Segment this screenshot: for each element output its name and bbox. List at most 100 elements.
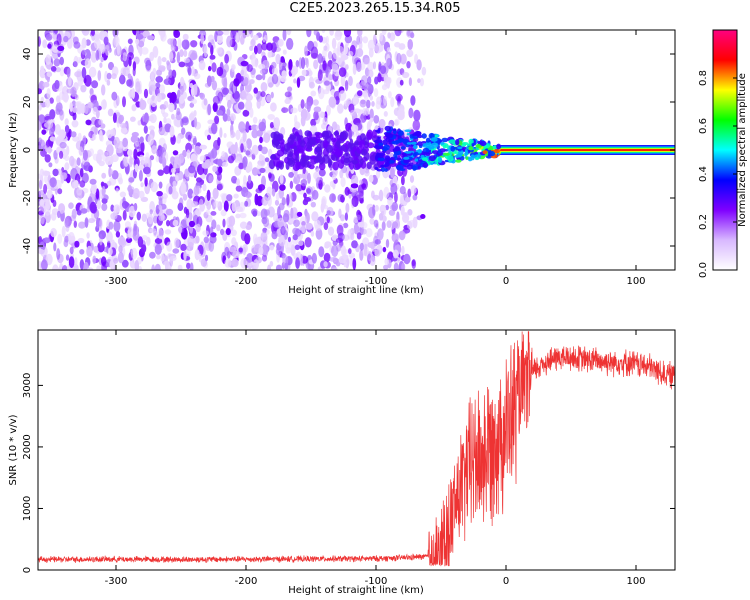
spectrogram-cell [211,219,217,230]
spectrogram-cell [157,227,164,240]
spectrogram-cell [382,95,388,106]
spectrogram-cell [287,236,291,243]
spectrogram-cell [41,129,47,135]
spectrogram-cell [87,267,94,270]
spectrogram-cell [98,119,103,126]
spectrogram-cell [230,113,236,122]
spectrogram-cell [134,260,139,270]
spectrogram-cell [296,77,301,88]
spectrogram-cell [84,217,89,229]
spectrogram-cell [128,205,136,218]
spectrogram-cell [207,119,214,125]
spectrogram-cell [379,32,384,42]
spectrogram-cell [326,210,331,216]
spectrogram-cell [91,184,97,195]
spectrogram-cell [350,124,359,132]
spectrogram-cell [180,243,187,251]
spectrogram-cell [401,175,405,186]
spectrogram-cell [96,217,100,229]
spectrogram-cell [76,157,81,166]
spectrogram-cell [442,144,447,149]
spectrogram-cell [313,59,319,70]
spectrogram-cell [349,255,353,267]
spectrogram-cell [128,177,135,183]
spectrogram-cell [212,165,218,173]
spectrogram-cell [359,99,367,108]
spectrogram-cell [79,259,85,270]
spectrogram-cell [332,161,340,171]
spectrogram-cell [356,35,361,45]
spectrogram-cell [101,84,106,96]
spectrogram-cell [74,71,82,78]
spectrogram-cell [187,134,192,142]
spectrogram-cell [366,142,375,149]
spectrogram-cell [417,141,423,146]
snr-plot-area [38,330,675,570]
spectrogram-cell [246,252,254,263]
spectrogram-cell [214,115,220,125]
snr-x-tick-label: -300 [105,576,128,587]
spectrogram-cell [186,198,193,210]
spectrogram-cell [189,82,193,89]
spectrogram-cell [268,172,272,179]
spectrogram-cell [377,73,382,83]
spectrogram-cell [221,75,228,87]
spectrogram-cell [57,45,65,52]
spectrogram-cell [253,87,258,94]
spectrogram-cell [126,79,133,87]
spectrogram-cell [96,200,101,210]
spectrogram-cell [67,232,75,244]
spectrogram-cell [362,108,367,116]
spectrogram-cell [240,60,249,67]
spectrogram-cell [356,232,362,240]
spectrogram-cell [122,52,128,62]
spectrogram-cell [303,192,307,199]
spectrogram-cell [251,52,256,59]
spectrogram-cell [90,52,98,63]
spectrogram-cell [318,87,325,100]
spectrogram-cell [368,119,373,127]
spectrogram-cell [404,151,412,154]
spectrogram-cell [210,211,217,216]
spectrogram-cell [290,107,298,114]
colorbar-label: Normalized spectral amplitude [737,73,748,227]
spectrogram-cell [216,33,223,44]
spectrogram-cell [133,148,138,160]
spectrogram-cell [299,216,308,227]
spectrogram-cell [122,137,128,148]
spectrogram-cell [123,156,129,167]
spectrogram-cell [44,98,51,108]
spectrogram-cell [187,188,194,199]
spectrogram-cell [43,183,48,194]
spectrogram-cell [350,174,359,187]
spectrogram-cell [133,203,138,211]
spectrogram-cell [303,197,311,202]
spectrogram-cell [237,101,245,110]
spectrogram-cell [406,49,414,58]
spectrogram-cell [72,136,80,142]
spectrogram-cell [111,154,119,163]
spectrogram-cell [64,162,70,171]
spectrogram-cell [410,141,417,145]
spectrogram-cell [392,148,400,152]
spectrogram-cell [267,195,272,207]
spectrogram-cell [66,88,74,94]
spectrogram-cell [238,121,246,133]
spectrogram-cell [421,141,427,144]
spectrogram-cell [147,35,155,41]
spectrogram-cell [359,133,367,142]
spectrogram-cell [58,265,63,270]
spectrogram-cell [193,237,199,244]
spectrogram-cell [391,140,400,145]
spectrogram-cell [395,93,403,102]
spectrogram-cell [404,196,411,203]
spectrogram-cell [376,168,383,172]
spectrogram-cell [51,44,60,53]
spectrogram-cell [323,222,329,231]
spectrogram-cell [91,80,99,89]
spectrogram-cell [188,165,196,174]
spectrogram-cell [55,67,61,73]
spectrogram-cell [296,211,303,217]
spectrogram-cell [193,185,200,196]
spectrogram-cell [416,59,422,71]
